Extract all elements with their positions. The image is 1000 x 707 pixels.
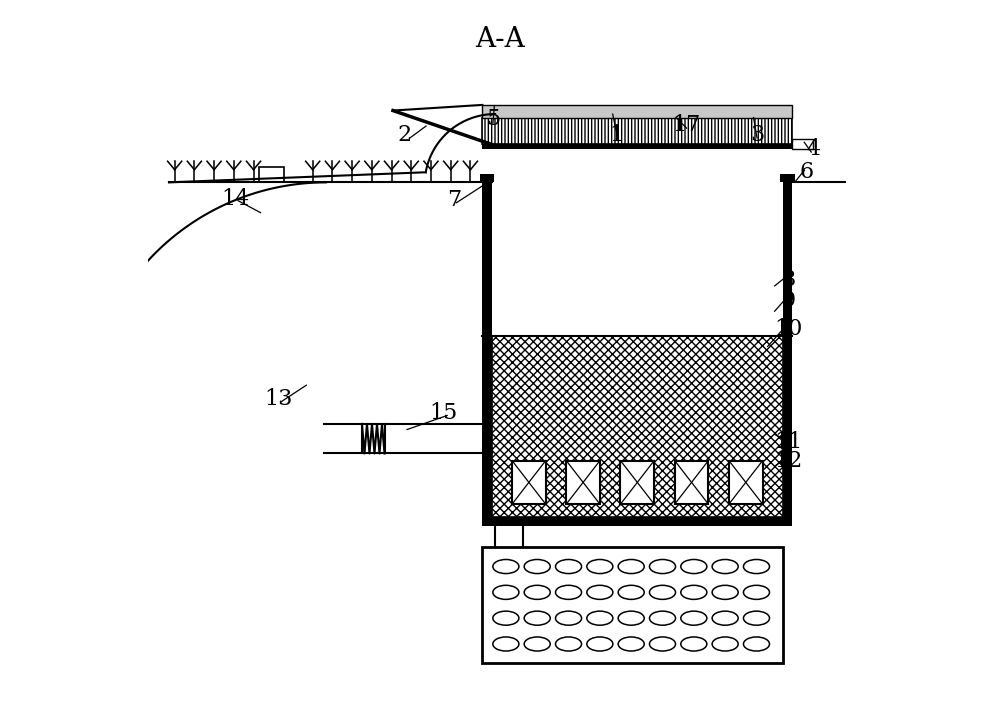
Ellipse shape bbox=[618, 611, 644, 625]
Ellipse shape bbox=[681, 611, 707, 625]
Text: 10: 10 bbox=[775, 318, 803, 340]
Text: 7: 7 bbox=[447, 189, 461, 211]
Bar bbox=[492, 336, 783, 517]
Text: 3: 3 bbox=[750, 124, 764, 146]
Ellipse shape bbox=[618, 637, 644, 651]
Bar bbox=[482, 105, 792, 117]
Bar bbox=[620, 460, 654, 504]
Ellipse shape bbox=[493, 637, 519, 651]
Ellipse shape bbox=[493, 585, 519, 600]
Bar bbox=[792, 139, 813, 149]
Bar bbox=[729, 460, 763, 504]
Ellipse shape bbox=[712, 611, 738, 625]
Ellipse shape bbox=[681, 559, 707, 573]
Ellipse shape bbox=[681, 637, 707, 651]
Bar bbox=[675, 460, 708, 504]
Ellipse shape bbox=[618, 559, 644, 573]
Ellipse shape bbox=[493, 611, 519, 625]
Text: 6: 6 bbox=[799, 160, 813, 183]
Ellipse shape bbox=[618, 585, 644, 600]
Bar bbox=[482, 517, 792, 526]
Text: 8: 8 bbox=[782, 269, 796, 291]
Ellipse shape bbox=[587, 637, 613, 651]
Text: 11: 11 bbox=[775, 431, 803, 452]
Ellipse shape bbox=[556, 637, 582, 651]
Ellipse shape bbox=[524, 585, 550, 600]
Ellipse shape bbox=[524, 611, 550, 625]
Ellipse shape bbox=[712, 559, 738, 573]
Bar bbox=[566, 460, 600, 504]
Ellipse shape bbox=[649, 585, 676, 600]
Bar bbox=[783, 174, 792, 526]
Bar bbox=[482, 547, 783, 663]
Ellipse shape bbox=[649, 611, 676, 625]
Ellipse shape bbox=[493, 559, 519, 573]
Ellipse shape bbox=[649, 637, 676, 651]
Ellipse shape bbox=[743, 611, 770, 625]
Ellipse shape bbox=[556, 559, 582, 573]
Text: 5: 5 bbox=[486, 108, 500, 130]
Ellipse shape bbox=[587, 611, 613, 625]
Text: 14: 14 bbox=[222, 187, 250, 209]
Ellipse shape bbox=[524, 637, 550, 651]
Ellipse shape bbox=[743, 559, 770, 573]
Text: 9: 9 bbox=[782, 290, 796, 312]
Ellipse shape bbox=[587, 585, 613, 600]
Text: 4: 4 bbox=[806, 139, 820, 160]
Ellipse shape bbox=[556, 611, 582, 625]
Bar bbox=[482, 174, 492, 526]
Bar bbox=[780, 174, 795, 182]
Text: 1: 1 bbox=[609, 124, 623, 146]
Text: 13: 13 bbox=[264, 388, 292, 410]
Ellipse shape bbox=[649, 559, 676, 573]
Ellipse shape bbox=[743, 637, 770, 651]
Ellipse shape bbox=[587, 559, 613, 573]
Ellipse shape bbox=[524, 559, 550, 573]
Ellipse shape bbox=[712, 637, 738, 651]
Bar bbox=[482, 117, 792, 144]
Ellipse shape bbox=[712, 585, 738, 600]
Text: 17: 17 bbox=[672, 114, 701, 136]
Bar bbox=[259, 167, 284, 182]
Bar bbox=[480, 174, 494, 182]
Text: 15: 15 bbox=[430, 402, 458, 424]
Ellipse shape bbox=[743, 585, 770, 600]
Text: 12: 12 bbox=[775, 450, 803, 472]
Text: A-A: A-A bbox=[475, 26, 525, 53]
Ellipse shape bbox=[556, 585, 582, 600]
Ellipse shape bbox=[681, 585, 707, 600]
Text: 2: 2 bbox=[398, 124, 412, 146]
Bar bbox=[482, 144, 792, 149]
Bar bbox=[512, 460, 546, 504]
